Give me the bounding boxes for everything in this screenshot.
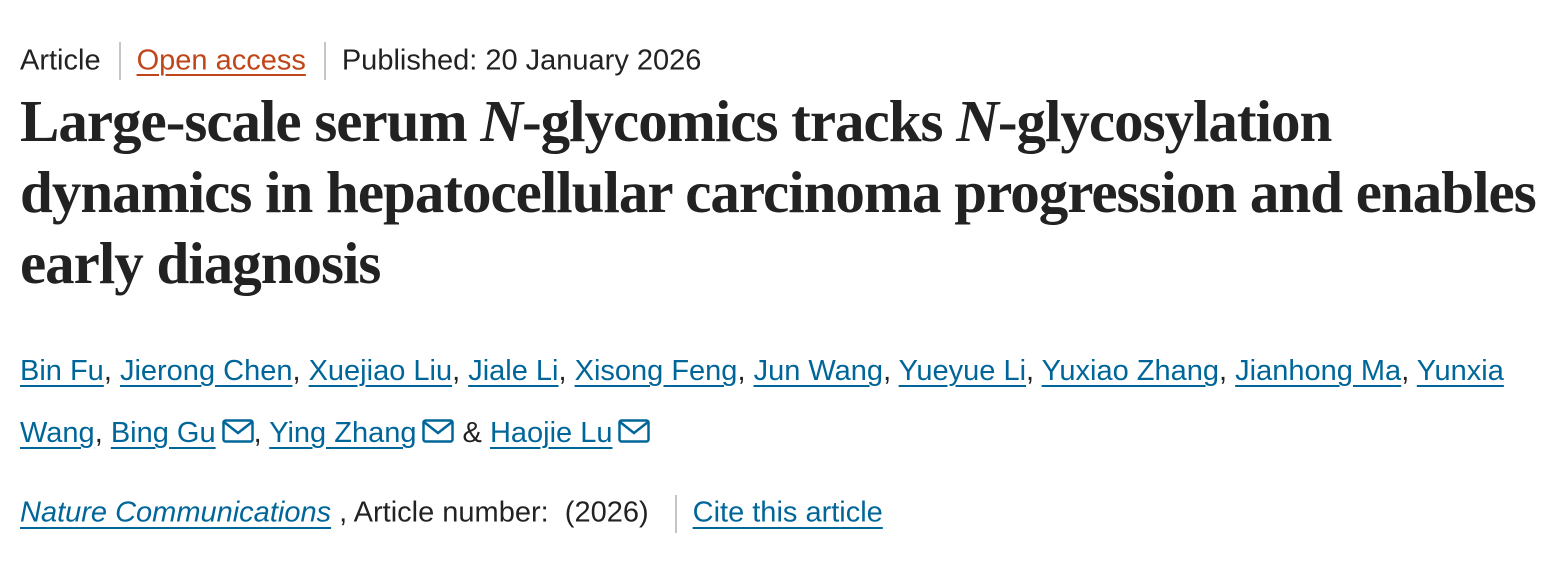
author: Yuxiao Zhang [1042, 355, 1219, 387]
email-icon[interactable] [221, 419, 254, 443]
author-separator: , [452, 355, 469, 387]
author-separator: , [103, 355, 120, 387]
envelope-flap [423, 421, 454, 435]
author-link[interactable]: Yuxiao Zhang [1041, 355, 1219, 387]
author: Haojie Lu [490, 417, 651, 449]
author-link[interactable]: Bin Fu [20, 355, 104, 387]
author: Xisong Feng [575, 355, 738, 387]
email-icon[interactable] [422, 419, 455, 443]
author-separator: , [1219, 355, 1236, 387]
author-link[interactable]: Jun Wang [753, 355, 884, 387]
envelope [422, 419, 455, 443]
author-link[interactable]: Xuejiao Liu [308, 355, 453, 387]
author-separator: , [253, 417, 270, 449]
published-date: Published: 20 January 2026 [341, 44, 702, 77]
title-text: Large-scale serum [20, 88, 481, 154]
author: Jianhong Ma [1235, 355, 1401, 387]
author-separator: , [94, 417, 111, 449]
divider [118, 42, 121, 80]
author-separator: , [737, 355, 754, 387]
author: Jierong Chen [120, 355, 293, 387]
article-meta: Article Open access Published: 20 January … [20, 42, 701, 80]
article-number-label: , Article number: [339, 496, 549, 529]
author-link[interactable]: Haojie Lu [489, 417, 613, 449]
divider [323, 42, 326, 80]
author: Jiale Li [468, 355, 558, 387]
title-italic: N [480, 88, 523, 154]
author: Ying Zhang [269, 417, 455, 449]
divider [674, 495, 677, 533]
author-separator: , [883, 355, 899, 387]
article-title: Large-scale serum N-glycomics tracks N-g… [20, 86, 1550, 299]
author-link[interactable]: Ying Zhang [269, 417, 417, 449]
title-text: -glycomics tracks [522, 88, 957, 154]
journal-name: Nature Communications [20, 496, 332, 529]
envelope-flap [222, 421, 253, 435]
author-list: Bin Fu, Jierong Chen, Xuejiao Liu, Jiale… [20, 340, 1510, 464]
cite-link[interactable]: Cite this article [692, 496, 883, 529]
author-link[interactable]: Yueyue Li [898, 355, 1027, 387]
author: Yunxia Wang [20, 355, 1504, 449]
author: Yueyue Li [899, 355, 1026, 387]
open-access-link[interactable]: Open access [136, 44, 306, 77]
citation: Nature Communications , Article number: … [20, 495, 883, 533]
author-link[interactable]: Bing Gu [110, 417, 216, 449]
author: Bing Gu [111, 417, 254, 449]
envelope [221, 419, 254, 443]
year: (2026) [564, 496, 649, 529]
author-separator: , [1026, 355, 1042, 387]
email-icon[interactable] [618, 419, 651, 443]
title-text: -glycosylation dynamics in hepatocellula… [20, 88, 1537, 296]
author-separator: , [558, 355, 575, 387]
author: Bin Fu [20, 355, 104, 387]
article-type: Article [20, 44, 101, 77]
author-link[interactable]: Jierong Chen [119, 355, 293, 387]
author-link[interactable]: Yunxia Wang [20, 355, 1504, 449]
author-separator: , [292, 355, 309, 387]
author-separator: , [1401, 355, 1417, 387]
author-link[interactable]: Jianhong Ma [1235, 355, 1402, 387]
envelope [618, 419, 651, 443]
author-link[interactable]: Jiale Li [468, 355, 559, 387]
title-italic: N [956, 88, 999, 154]
author: Jun Wang [754, 355, 884, 387]
journal-link[interactable]: Nature Communications [20, 497, 331, 529]
author: Xuejiao Liu [309, 355, 453, 387]
author-link[interactable]: Xisong Feng [574, 355, 738, 387]
envelope-flap [619, 421, 650, 435]
author-separator: & [454, 417, 490, 449]
